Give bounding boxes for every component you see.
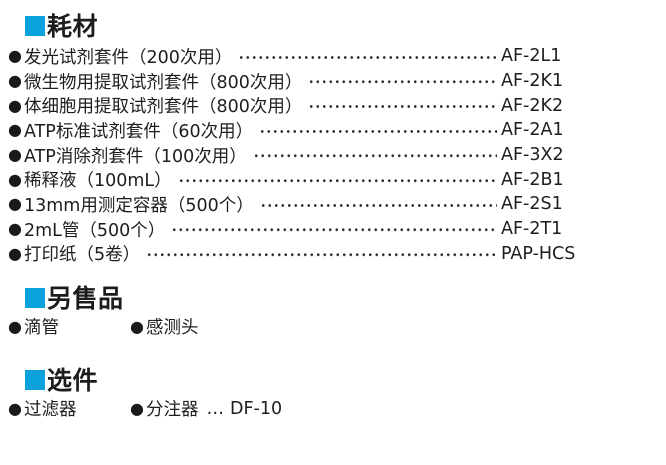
section-title: 选件 <box>47 366 99 396</box>
item-label: 发光试剂套件（200次用） <box>23 47 233 68</box>
item-label: 2mL管（500个） <box>23 220 166 241</box>
item-label: 分注器 <box>145 400 199 421</box>
item-separator: … <box>206 398 224 419</box>
list-item: ● 发光试剂套件（200次用） AF-2L1 <box>8 44 585 69</box>
list-item: ● 2mL管（500个） AF-2T1 <box>8 217 585 242</box>
bullet-icon: ● <box>8 316 22 336</box>
sold-separately-list: ● 滴管 ● 感测头 <box>8 314 666 339</box>
dot-leader <box>259 196 497 215</box>
inline-item: ● 分注器 … DF-10 <box>130 396 282 421</box>
list-item: ● ATP消除剂套件（100次用） AF-3X2 <box>8 143 585 168</box>
list-item: ● 稀释液（100mL） AF-2B1 <box>8 167 585 192</box>
item-label: 过滤器 <box>23 400 77 421</box>
section-marker-icon <box>25 288 45 309</box>
section-sold-separately: 另售品 ● 滴管 ● 感测头 <box>0 282 666 339</box>
dot-leader <box>259 122 497 141</box>
item-code: PAP-HCS <box>501 243 576 264</box>
section-title: 另售品 <box>47 284 124 314</box>
item-label: 微生物用提取试剂套件（800次用） <box>23 72 303 93</box>
item-code: AF-2B1 <box>501 169 564 190</box>
section-consumables: 耗材 ● 发光试剂套件（200次用） AF-2L1 ● 微生物用提取试剂套件（8… <box>0 10 666 266</box>
item-label: 滴管 <box>23 318 59 339</box>
item-code: AF-3X2 <box>501 145 564 166</box>
dot-leader <box>252 147 497 165</box>
item-code: AF-2K2 <box>501 95 564 116</box>
item-code: AF-2S1 <box>501 194 563 215</box>
section-header-sold-separately: 另售品 <box>25 282 666 314</box>
item-label: 13mm用测定容器（500个） <box>23 195 254 216</box>
bullet-icon: ● <box>8 46 22 66</box>
item-label: ATP消除剂套件（100次用） <box>23 146 247 167</box>
inline-item: ● 滴管 <box>8 314 130 339</box>
item-code: AF-2L1 <box>501 46 562 67</box>
dot-leader <box>308 97 497 116</box>
list-item: ● 13mm用测定容器（500个） AF-2S1 <box>8 192 585 217</box>
list-item: ● 体细胞用提取试剂套件（800次用） AF-2K2 <box>8 93 585 118</box>
bullet-icon: ● <box>8 169 22 189</box>
item-code: AF-2T1 <box>501 219 563 240</box>
list-item: ● 微生物用提取试剂套件（800次用） AF-2K1 <box>8 69 585 94</box>
inline-item: ● 过滤器 <box>8 396 130 421</box>
dot-leader <box>146 246 497 264</box>
bullet-icon: ● <box>130 316 144 336</box>
bullet-icon: ● <box>8 95 22 115</box>
dot-leader <box>308 73 497 91</box>
item-label: 体细胞用提取试剂套件（800次用） <box>23 97 303 118</box>
section-header-options: 选件 <box>25 364 666 396</box>
dot-leader <box>238 48 497 67</box>
inline-item: ● 感测头 <box>130 314 252 339</box>
consumables-list: ● 发光试剂套件（200次用） AF-2L1 ● 微生物用提取试剂套件（800次… <box>8 44 585 266</box>
item-code: AF-2A1 <box>501 120 564 141</box>
section-marker-icon <box>25 16 45 36</box>
item-label: 稀释液（100mL） <box>23 171 172 192</box>
item-label: 感测头 <box>145 318 199 339</box>
item-code: AF-2K1 <box>501 71 564 92</box>
section-options: 选件 ● 过滤器 ● 分注器 … DF-10 <box>0 364 666 421</box>
bullet-icon: ● <box>8 194 22 214</box>
options-list: ● 过滤器 ● 分注器 … DF-10 <box>8 396 666 421</box>
list-item: ● ATP标准试剂套件（60次用） AF-2A1 <box>8 118 585 143</box>
bullet-icon: ● <box>8 71 22 91</box>
item-label: 打印纸（5卷） <box>23 245 141 266</box>
dot-leader <box>171 221 497 239</box>
bullet-icon: ● <box>8 243 22 263</box>
dot-leader <box>177 172 497 190</box>
bullet-icon: ● <box>8 120 22 140</box>
item-label: ATP标准试剂套件（60次用） <box>23 121 254 142</box>
list-item: ● 打印纸（5卷） PAP-HCS <box>8 242 585 267</box>
section-title: 耗材 <box>47 12 99 41</box>
bullet-icon: ● <box>8 219 22 239</box>
item-code: DF-10 <box>229 398 283 419</box>
section-marker-icon <box>25 370 45 391</box>
bullet-icon: ● <box>8 145 22 165</box>
bullet-icon: ● <box>130 398 144 418</box>
bullet-icon: ● <box>8 398 22 418</box>
section-header-consumables: 耗材 <box>25 10 666 41</box>
